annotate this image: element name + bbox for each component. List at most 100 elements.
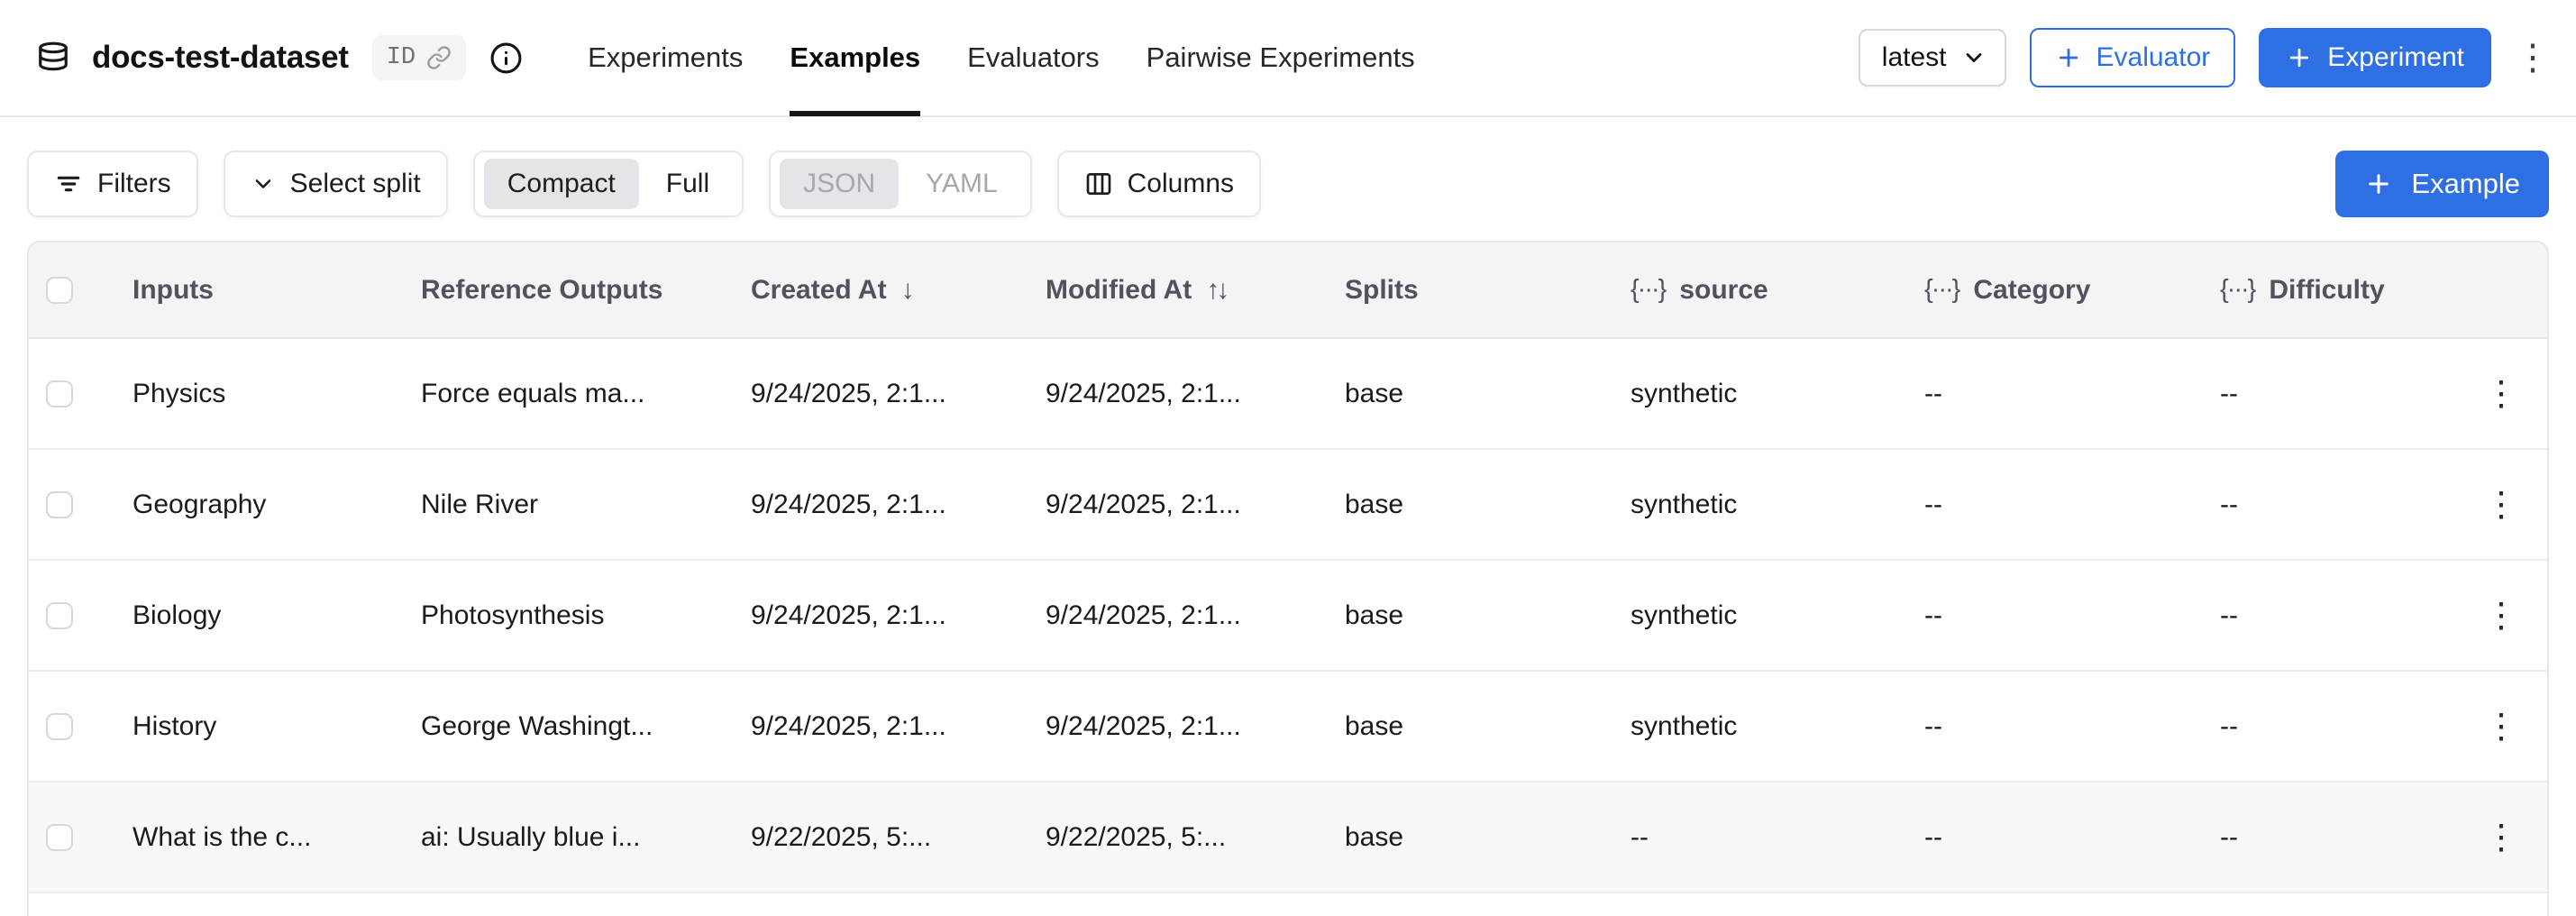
cell-reference-outputs: Photosynthesis bbox=[421, 600, 605, 630]
cell-category: -- bbox=[1924, 378, 1942, 408]
format-json-option[interactable]: JSON bbox=[780, 159, 900, 209]
cell-inputs: History bbox=[132, 710, 217, 741]
cell-difficulty: -- bbox=[2220, 378, 2238, 408]
link-icon bbox=[426, 45, 452, 70]
cell-difficulty: -- bbox=[2220, 600, 2238, 630]
nav-overflow-menu-icon[interactable]: ⋮ bbox=[2515, 38, 2551, 78]
cell-reference-outputs: Nile River bbox=[421, 489, 539, 519]
tab-evaluators[interactable]: Evaluators bbox=[967, 41, 1100, 73]
cell-splits: base bbox=[1345, 821, 1404, 852]
cell-created-at: 9/24/2025, 2:1... bbox=[751, 489, 946, 519]
cell-category: -- bbox=[1924, 600, 1942, 630]
row-menu-icon[interactable]: ⋮ bbox=[2484, 819, 2518, 856]
row-menu-icon[interactable]: ⋮ bbox=[2484, 375, 2518, 413]
info-icon[interactable] bbox=[489, 41, 523, 75]
table-row[interactable]: History George Washingt... 9/24/2025, 2:… bbox=[29, 672, 2547, 783]
cell-inputs: Biology bbox=[132, 600, 222, 630]
row-menu-icon[interactable]: ⋮ bbox=[2484, 708, 2518, 746]
dataset-id-badge[interactable]: ID bbox=[371, 35, 467, 80]
add-experiment-button[interactable]: Experiment bbox=[2259, 28, 2491, 87]
tab-examples[interactable]: Examples bbox=[790, 0, 920, 116]
cell-reference-outputs: Force equals ma... bbox=[421, 378, 645, 408]
cell-source: synthetic bbox=[1631, 489, 1738, 519]
cell-modified-at: 9/24/2025, 2:1... bbox=[1046, 710, 1241, 741]
row-checkbox[interactable] bbox=[46, 823, 73, 851]
database-icon bbox=[36, 41, 70, 75]
examples-toolbar: Filters Select split Compact Full JSON Y… bbox=[0, 117, 2576, 217]
add-example-label: Example bbox=[2411, 168, 2520, 199]
cell-source: synthetic bbox=[1631, 600, 1738, 630]
cell-inputs: What is the c... bbox=[132, 821, 312, 852]
column-header-reference-outputs[interactable]: Reference Outputs bbox=[421, 274, 663, 305]
cell-category: -- bbox=[1924, 489, 1942, 519]
metadata-braces-icon: {···} bbox=[1631, 275, 1667, 304]
cell-modified-at: 9/24/2025, 2:1... bbox=[1046, 600, 1241, 630]
cell-category: -- bbox=[1924, 821, 1942, 852]
select-split-button[interactable]: Select split bbox=[223, 151, 448, 217]
tab-experiments[interactable]: Experiments bbox=[588, 41, 744, 73]
nav-actions: latest Evaluator Experiment ⋮ bbox=[1858, 28, 2551, 87]
table-header-row: Inputs Reference Outputs Created At ↓ Mo… bbox=[29, 243, 2547, 339]
column-header-source[interactable]: {···} source bbox=[1631, 274, 1768, 305]
examples-table: Inputs Reference Outputs Created At ↓ Mo… bbox=[27, 241, 2549, 916]
table-row[interactable]: What is the c... ai: Usually blue i... 9… bbox=[29, 783, 2547, 893]
metadata-braces-icon: {···} bbox=[2220, 275, 2256, 304]
columns-icon bbox=[1084, 169, 1113, 198]
plus-icon bbox=[2364, 169, 2393, 198]
cell-created-at: 9/24/2025, 2:1... bbox=[751, 600, 946, 630]
add-evaluator-label: Evaluator bbox=[2096, 42, 2211, 72]
table-row[interactable]: Biology Photosynthesis 9/24/2025, 2:1...… bbox=[29, 561, 2547, 672]
cell-created-at: 9/24/2025, 2:1... bbox=[751, 710, 946, 741]
tab-pairwise-experiments[interactable]: Pairwise Experiments bbox=[1146, 41, 1415, 73]
sort-toggle-icon[interactable]: ↑↓ bbox=[1206, 274, 1229, 305]
table-row[interactable]: Physics Force equals ma... 9/24/2025, 2:… bbox=[29, 339, 2547, 450]
cell-modified-at: 9/24/2025, 2:1... bbox=[1046, 378, 1241, 408]
filters-button[interactable]: Filters bbox=[27, 151, 198, 217]
column-header-created-at[interactable]: Created At ↓ bbox=[751, 274, 915, 305]
column-header-category[interactable]: {···} Category bbox=[1924, 274, 2091, 305]
page-title: docs-test-dataset bbox=[92, 40, 349, 75]
chevron-down-icon bbox=[1961, 45, 1987, 70]
column-header-modified-at[interactable]: Modified At ↑↓ bbox=[1046, 274, 1229, 305]
cell-difficulty: -- bbox=[2220, 821, 2238, 852]
select-all-checkbox[interactable] bbox=[46, 276, 73, 304]
cell-difficulty: -- bbox=[2220, 489, 2238, 519]
density-full-option[interactable]: Full bbox=[665, 169, 710, 198]
dataset-brand: docs-test-dataset ID bbox=[36, 35, 523, 80]
row-menu-icon[interactable]: ⋮ bbox=[2484, 597, 2518, 635]
row-checkbox[interactable] bbox=[46, 490, 73, 518]
cell-splits: base bbox=[1345, 378, 1404, 408]
column-header-splits[interactable]: Splits bbox=[1345, 274, 1419, 305]
cell-source: -- bbox=[1631, 821, 1649, 852]
row-checkbox[interactable] bbox=[46, 712, 73, 740]
columns-label: Columns bbox=[1127, 169, 1234, 198]
add-evaluator-button[interactable]: Evaluator bbox=[2029, 28, 2236, 87]
columns-button[interactable]: Columns bbox=[1056, 151, 1261, 217]
table-row[interactable]: Geography Nile River 9/24/2025, 2:1... 9… bbox=[29, 450, 2547, 561]
add-example-button[interactable]: Example bbox=[2335, 151, 2549, 217]
cell-reference-outputs: George Washingt... bbox=[421, 710, 653, 741]
format-yaml-option[interactable]: YAML bbox=[926, 169, 998, 198]
cell-source: synthetic bbox=[1631, 378, 1738, 408]
cell-inputs: Geography bbox=[132, 489, 267, 519]
add-experiment-label: Experiment bbox=[2327, 42, 2464, 72]
filter-lines-icon bbox=[54, 169, 83, 198]
sort-descending-icon[interactable]: ↓ bbox=[900, 274, 915, 305]
row-checkbox[interactable] bbox=[46, 601, 73, 629]
cell-created-at: 9/24/2025, 2:1... bbox=[751, 378, 946, 408]
top-navigation-bar: docs-test-dataset ID Experiments Example… bbox=[0, 0, 2576, 117]
filters-label: Filters bbox=[97, 169, 171, 198]
column-header-difficulty[interactable]: {···} Difficulty bbox=[2220, 274, 2385, 305]
cell-category: -- bbox=[1924, 710, 1942, 741]
select-split-label: Select split bbox=[289, 169, 421, 198]
cell-difficulty: -- bbox=[2220, 710, 2238, 741]
version-selector[interactable]: latest bbox=[1858, 29, 2006, 87]
cell-modified-at: 9/22/2025, 5:... bbox=[1046, 821, 1227, 852]
row-checkbox[interactable] bbox=[46, 380, 73, 408]
format-toggle: JSON YAML bbox=[769, 151, 1032, 217]
cell-source: synthetic bbox=[1631, 710, 1738, 741]
column-header-inputs[interactable]: Inputs bbox=[132, 274, 214, 305]
density-compact-option[interactable]: Compact bbox=[483, 159, 639, 209]
row-menu-icon[interactable]: ⋮ bbox=[2484, 486, 2518, 524]
version-selector-value: latest bbox=[1881, 42, 1947, 72]
